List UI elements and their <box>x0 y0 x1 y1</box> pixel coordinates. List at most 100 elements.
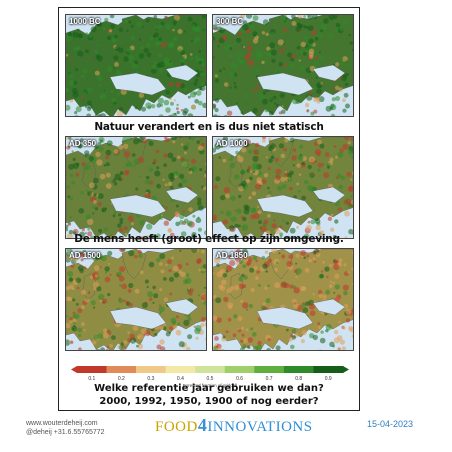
vegetation-speck <box>66 87 70 94</box>
vegetation-speck <box>293 303 299 309</box>
inland-sea <box>109 194 167 218</box>
vegetation-speck <box>246 168 251 173</box>
vegetation-speck <box>285 235 292 238</box>
vegetation-speck <box>214 74 218 78</box>
website-link[interactable]: www.wouterdeheij.com <box>26 420 98 427</box>
vegetation-speck <box>261 179 267 184</box>
vegetation-speck <box>316 88 322 94</box>
vegetation-speck <box>262 302 266 306</box>
vegetation-speck <box>99 173 106 180</box>
vegetation-speck <box>171 256 174 260</box>
vegetation-speck <box>114 45 120 51</box>
vegetation-speck <box>267 337 271 342</box>
vegetation-speck <box>241 215 244 219</box>
vegetation-speck <box>237 316 243 322</box>
vegetation-speck <box>289 227 296 234</box>
vegetation-speck <box>259 26 263 30</box>
vegetation-speck <box>172 265 179 272</box>
vegetation-speck <box>101 207 107 213</box>
vegetation-speck <box>274 228 281 235</box>
colorbar-tick-label: 0.5 <box>207 376 214 382</box>
vegetation-speck <box>158 53 163 58</box>
vegetation-speck <box>298 173 302 176</box>
vegetation-speck <box>235 249 241 255</box>
vegetation-speck <box>164 60 171 67</box>
vegetation-speck <box>149 36 154 41</box>
vegetation-speck <box>289 63 295 70</box>
vegetation-speck <box>317 162 323 168</box>
vegetation-speck <box>179 56 186 62</box>
colorbar-segment <box>283 366 314 373</box>
vegetation-speck <box>280 281 287 288</box>
vegetation-speck <box>223 187 230 194</box>
vegetation-speck <box>293 287 300 294</box>
vegetation-speck <box>180 157 185 161</box>
vegetation-speck <box>95 348 101 350</box>
vegetation-speck <box>97 142 102 146</box>
vegetation-speck <box>282 63 287 67</box>
vegetation-speck <box>85 214 92 220</box>
vegetation-speck <box>128 55 134 61</box>
vegetation-speck <box>245 308 249 311</box>
vegetation-speck <box>225 265 233 272</box>
vegetation-speck <box>173 15 180 21</box>
vegetation-speck <box>238 283 245 289</box>
vegetation-speck <box>200 316 206 323</box>
vegetation-speck <box>201 15 206 19</box>
vegetation-speck <box>252 73 256 77</box>
vegetation-speck <box>237 31 243 36</box>
vegetation-speck <box>240 58 245 64</box>
vegetation-speck <box>267 96 272 101</box>
vegetation-speck <box>302 302 305 305</box>
vegetation-speck <box>307 220 311 224</box>
vegetation-speck <box>131 63 138 69</box>
vegetation-speck <box>240 339 244 343</box>
vegetation-speck <box>343 290 348 296</box>
vegetation-speck <box>213 315 218 321</box>
vegetation-speck <box>337 151 344 158</box>
vegetation-speck <box>71 325 78 332</box>
vegetation-speck <box>303 235 307 238</box>
vegetation-speck <box>204 173 206 178</box>
vegetation-speck <box>197 294 201 297</box>
vegetation-speck <box>223 82 229 87</box>
vegetation-speck <box>169 176 175 182</box>
vegetation-speck <box>182 210 185 213</box>
vegetation-speck <box>258 220 262 224</box>
vegetation-speck <box>165 16 168 19</box>
vegetation-speck <box>176 110 180 115</box>
vegetation-speck <box>108 29 113 33</box>
vegetation-speck <box>335 155 338 159</box>
vegetation-speck <box>130 222 134 226</box>
vegetation-speck <box>118 275 125 282</box>
vegetation-speck <box>254 94 257 97</box>
vegetation-speck <box>224 114 228 116</box>
vegetation-speck <box>122 143 129 149</box>
vegetation-speck <box>213 114 218 116</box>
vegetation-speck <box>256 155 259 159</box>
vegetation-speck <box>313 60 320 67</box>
vegetation-speck <box>229 158 233 162</box>
vegetation-speck <box>226 288 232 294</box>
vegetation-speck <box>155 149 160 154</box>
vegetation-speck <box>315 225 321 231</box>
vegetation-speck <box>75 68 79 72</box>
vegetation-speck <box>288 186 293 191</box>
inland-sea <box>165 298 199 316</box>
vegetation-speck <box>249 176 253 181</box>
vegetation-speck <box>263 219 269 225</box>
vegetation-speck <box>265 156 268 159</box>
vegetation-speck <box>318 230 325 236</box>
vegetation-speck <box>261 60 265 64</box>
vegetation-speck <box>315 249 319 252</box>
vegetation-speck <box>198 205 204 211</box>
vegetation-speck <box>291 15 296 19</box>
vegetation-speck <box>262 19 269 26</box>
vegetation-speck <box>332 87 336 91</box>
vegetation-speck <box>213 36 216 41</box>
vegetation-speck <box>90 40 93 43</box>
vegetation-speck <box>94 49 99 54</box>
vegetation-speck <box>293 195 297 199</box>
vegetation-speck <box>111 335 116 340</box>
vegetation-speck <box>90 275 94 279</box>
